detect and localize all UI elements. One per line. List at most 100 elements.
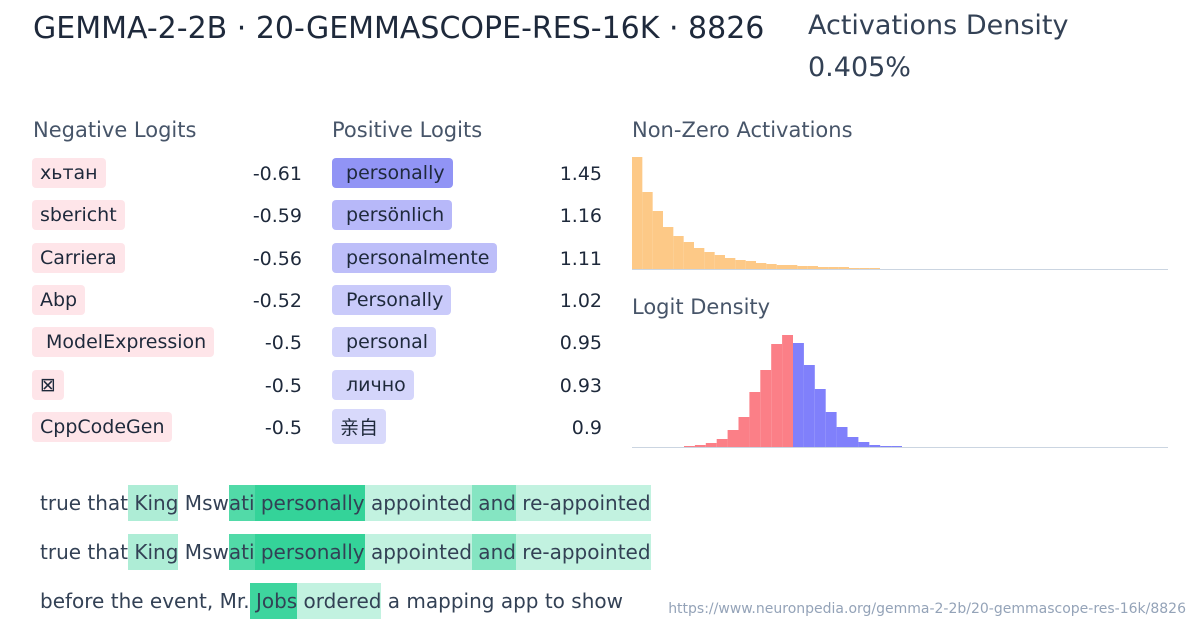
token: personally	[254, 484, 365, 521]
logit-value: 1.45	[559, 163, 602, 185]
token: true that	[40, 539, 129, 564]
hist-bar	[869, 445, 881, 447]
hist-bar	[818, 267, 829, 269]
logit-token: ⊠	[32, 369, 64, 400]
logit-row: ⊠ -0.5	[32, 367, 302, 403]
logit-token: personally	[332, 158, 453, 188]
logit-value: 1.16	[559, 205, 602, 228]
hist-bar	[869, 268, 880, 269]
token: M	[178, 539, 203, 564]
logit-token: Abp	[32, 284, 86, 315]
logit-row: sbericht -0.59	[32, 197, 302, 233]
hist-bar	[735, 260, 746, 269]
hist-bar	[797, 266, 808, 269]
logit-row: лично 0.93	[332, 367, 602, 403]
hist-bar	[683, 242, 694, 269]
logit-token: persönlich	[332, 200, 453, 231]
logit-row: personalmente 1.11	[332, 240, 602, 276]
token: appointed	[364, 533, 472, 570]
logit-row: хьтан -0.61	[32, 155, 302, 191]
hist-bar	[684, 446, 695, 447]
logit-token: personal	[332, 327, 437, 358]
hist-bar	[745, 261, 756, 269]
hist-bar	[858, 442, 870, 447]
token: before the event, Mr.	[40, 588, 250, 613]
logit-value: -0.5	[264, 416, 302, 439]
logit-token: CppCodeGen	[32, 411, 173, 442]
logit-row: Carriera -0.56	[32, 240, 302, 276]
logit-value: -0.59	[252, 205, 302, 228]
token: ordered	[297, 582, 382, 619]
histograms	[632, 157, 1168, 448]
hist-bar	[663, 227, 674, 269]
logit-token: Personally	[332, 284, 452, 315]
logit-value: -0.5	[264, 374, 302, 397]
token: King	[128, 533, 179, 570]
logit-token: 亲自	[332, 409, 387, 445]
density-label: Activations Density	[808, 10, 1069, 41]
hist-bar	[847, 437, 859, 447]
section-title: Positive Logits	[332, 118, 483, 142]
hist-bar	[727, 430, 739, 447]
hist-bar	[766, 264, 777, 269]
hist-bar	[807, 266, 818, 269]
logit-value: 1.02	[559, 289, 602, 312]
hist-bar	[716, 439, 728, 447]
token: re-appointed	[515, 533, 651, 570]
hist-bar	[694, 445, 706, 447]
logit-row: personal 0.95	[332, 324, 602, 360]
logit-token: sbericht	[32, 200, 125, 231]
logit-row: CppCodeGen -0.5	[32, 409, 302, 445]
token: and	[471, 533, 516, 570]
section-title: Logit Density	[632, 295, 771, 319]
logit-row: ModelExpression -0.5	[32, 324, 302, 360]
token: personally	[254, 533, 365, 570]
hist-bar	[859, 268, 870, 269]
logit-row: persönlich 1.16	[332, 197, 602, 233]
hist-bar	[814, 389, 826, 447]
token: appointed	[364, 484, 472, 521]
token: ati	[228, 484, 255, 521]
logit-token: ModelExpression	[32, 327, 215, 358]
example-row: before the event, Mr. Jobs ordered a map…	[40, 576, 651, 625]
hist-bar	[787, 265, 798, 269]
hist-bar	[725, 258, 736, 269]
hist-bar	[891, 446, 902, 447]
hist-bar	[749, 392, 761, 447]
logit-row: Abp -0.52	[32, 282, 302, 318]
hist-bar	[838, 267, 849, 269]
logit-token: Carriera	[32, 242, 125, 273]
hist-bar	[705, 443, 717, 447]
token: re-appointed	[515, 484, 651, 521]
logit-row: Personally 1.02	[332, 282, 602, 318]
logit-token: personalmente	[332, 242, 498, 273]
section-title: Negative Logits	[33, 118, 197, 142]
hist-bar	[782, 335, 793, 447]
hist-bar	[793, 343, 804, 447]
url: https://www.neuronpedia.org/gemma-2-2b/2…	[668, 601, 1186, 617]
hist-bar	[738, 417, 750, 447]
logit-row: personally 1.45	[332, 155, 602, 191]
token: King	[128, 484, 179, 521]
hist-bar	[652, 211, 663, 269]
hist-bar	[756, 263, 767, 269]
logit-token: лично	[332, 369, 414, 400]
logit-value: -0.52	[252, 289, 302, 312]
token: ati	[228, 533, 255, 570]
logit-row: 亲自 0.9	[332, 409, 602, 445]
logit-value: 0.95	[559, 332, 602, 355]
logit-value: -0.5	[264, 332, 302, 355]
hist-bar	[760, 370, 772, 447]
hist-bar	[673, 236, 684, 269]
token: and	[471, 484, 516, 521]
logit-token: хьтан	[32, 158, 106, 188]
token: M	[178, 490, 203, 515]
token: sw	[202, 490, 229, 515]
hist-bar	[714, 255, 725, 269]
token: a mapping app to show	[381, 588, 623, 613]
hist-bar	[836, 427, 848, 447]
hist-bar	[642, 192, 653, 269]
